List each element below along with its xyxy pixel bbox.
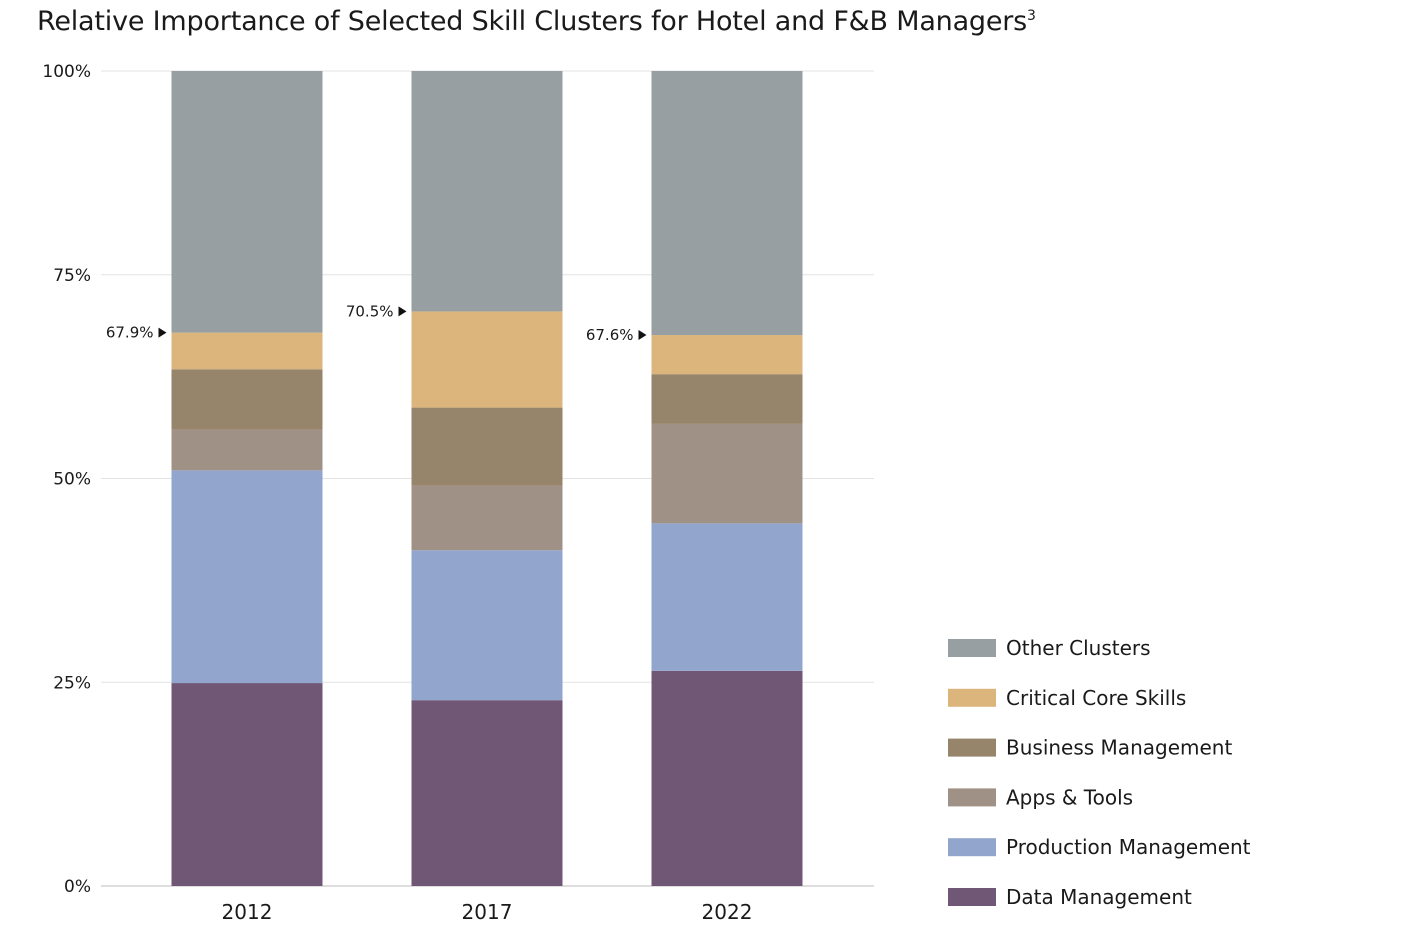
bar-segment: [651, 670, 803, 886]
bar-segment: [171, 429, 323, 471]
legend-swatch: [948, 838, 996, 857]
bar-segment: [651, 71, 803, 336]
legend-label: Production Management: [1006, 835, 1251, 859]
legend-label: Business Management: [1006, 736, 1232, 760]
annotation-label: 70.5%: [346, 302, 394, 320]
legend-label: Other Clusters: [1006, 636, 1151, 660]
bar-segment: [651, 423, 803, 524]
bar-segment: [651, 335, 803, 375]
chart-title: Relative Importance of Selected Skill Cl…: [37, 6, 1036, 37]
y-tick-label: 100%: [42, 62, 91, 82]
legend-swatch: [948, 639, 996, 657]
bar-segment: [171, 71, 323, 333]
bar-segment: [171, 683, 323, 886]
bar-segment: [651, 374, 803, 424]
x-tick-label: 2022: [702, 900, 753, 924]
annotation-label: 67.9%: [106, 324, 154, 342]
y-tick-label: 50%: [53, 470, 91, 490]
legend-label: Apps & Tools: [1006, 785, 1133, 809]
bar-segment: [171, 332, 323, 370]
legend-swatch: [948, 888, 996, 906]
annotation-label: 67.6%: [586, 326, 634, 344]
bar-segment: [171, 470, 323, 684]
y-tick-label: 75%: [53, 266, 91, 286]
y-axis: 0% 25% 50% 75% 100%: [42, 62, 91, 897]
bar-segment: [411, 485, 563, 551]
annotation-arrow: [398, 306, 407, 317]
x-tick-label: 2017: [462, 900, 513, 924]
annotation-arrow: [158, 327, 167, 338]
legend-label: Critical Core Skills: [1006, 686, 1186, 710]
legend-label: Data Management: [1006, 885, 1192, 909]
legend: Other Clusters Critical Core Skills Busine…: [948, 636, 1251, 909]
y-tick-label: 0%: [64, 877, 91, 897]
y-tick-label: 25%: [53, 673, 91, 693]
annotations: 67.9% 70.5% 67.6%: [106, 302, 647, 344]
legend-swatch: [948, 688, 996, 707]
legend-swatch: [948, 738, 996, 757]
bar-segment: [411, 407, 563, 486]
bar-segment: [411, 700, 563, 886]
legend-swatch: [948, 788, 996, 807]
bar-segment: [411, 311, 563, 408]
bar-segment: [411, 550, 563, 701]
bar-segment: [411, 71, 563, 312]
x-axis: 2012 2017 2022: [222, 900, 753, 924]
bar-segment: [651, 523, 803, 671]
annotation-arrow: [638, 330, 647, 341]
bar-segment: [171, 369, 323, 430]
x-tick-label: 2012: [222, 900, 273, 924]
bars: [171, 71, 803, 886]
